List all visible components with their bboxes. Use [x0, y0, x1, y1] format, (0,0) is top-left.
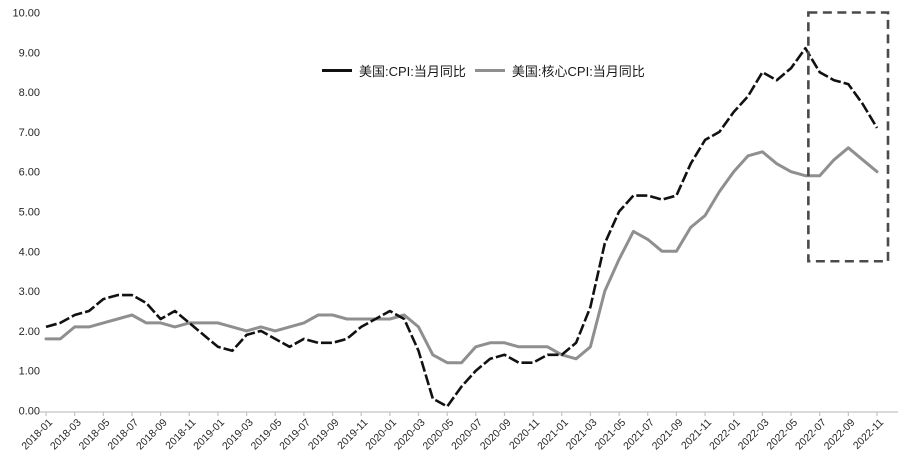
- x-tick-label: 2018-09: [134, 417, 170, 453]
- core-cpi-line: [44, 146, 879, 365]
- legend-item-core-cpi: 美国:核心CPI:当月同比: [474, 61, 645, 80]
- cpi-line-swatch: [322, 69, 352, 72]
- x-tick-label: 2020-09: [478, 417, 514, 453]
- y-tick-label: 5.00: [19, 207, 40, 219]
- legend-item-cpi: 美国:CPI:当月同比: [322, 61, 466, 80]
- y-tick-label: 10.00: [12, 8, 40, 20]
- y-tick-label: 1.00: [19, 366, 40, 378]
- core-cpi-line-swatch: [474, 69, 505, 72]
- legend-label-core-cpi: 美国:核心CPI:当月同比: [511, 64, 645, 79]
- y-tick-label: 4.00: [19, 246, 40, 258]
- highlight-dashed-box: [807, 11, 890, 263]
- y-tick-label: 0.00: [19, 406, 40, 418]
- y-tick-label: 8.00: [19, 87, 40, 99]
- x-tick-label: 2019-09: [306, 417, 342, 453]
- y-tick-label: 6.00: [19, 167, 40, 179]
- cpi-line: [45, 46, 879, 408]
- y-tick-label: 7.00: [19, 127, 40, 139]
- x-tick-label: 2021-09: [650, 417, 686, 453]
- y-tick-label: 2.00: [19, 326, 40, 338]
- x-tick-label: 2022-11: [851, 417, 886, 452]
- x-tick-label: 2022-09: [822, 417, 858, 453]
- y-tick-label: 9.00: [19, 47, 40, 59]
- chart-legend: 美国:CPI:当月同比 美国:核心CPI:当月同比: [322, 61, 645, 80]
- legend-label-cpi: 美国:CPI:当月同比: [359, 64, 466, 79]
- y-tick-label: 3.00: [19, 286, 40, 298]
